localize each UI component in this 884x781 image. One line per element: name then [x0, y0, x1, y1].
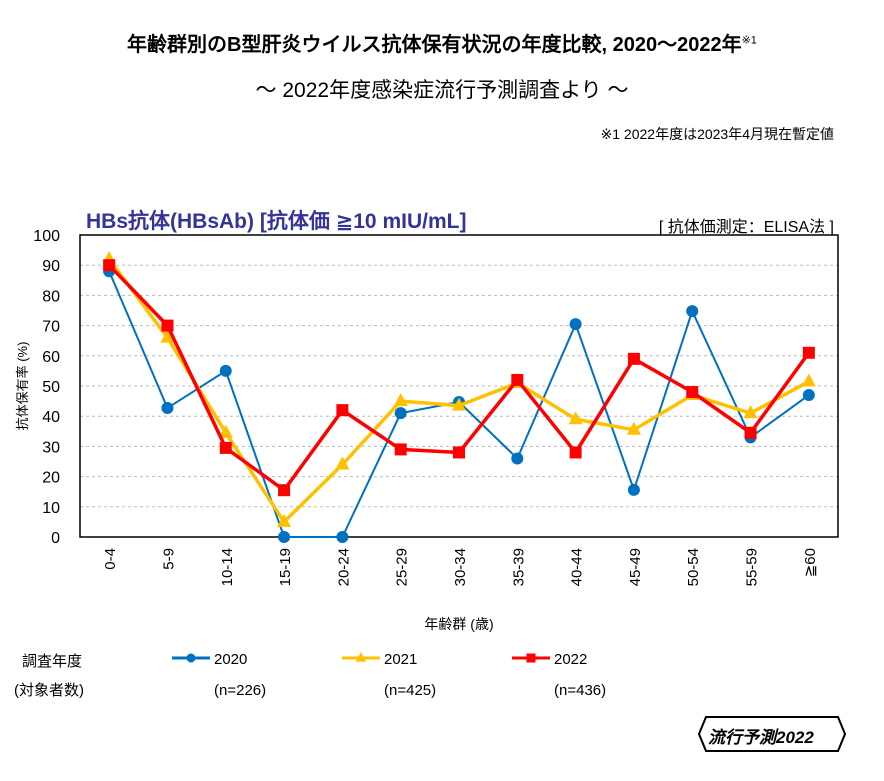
data-point-2021: [335, 456, 350, 470]
data-point-2022: [394, 443, 407, 456]
data-point-2021: [393, 393, 408, 407]
data-point-2022: [511, 373, 524, 386]
footnote-mark: ※1: [741, 34, 757, 47]
chart-title: 年齢群別のB型肝炎ウイルス抗体保有状況の年度比較, 2020〜2022年※1: [127, 34, 757, 56]
x-tick-label: 45-49: [627, 548, 644, 586]
data-point-2022: [627, 352, 640, 365]
y-axis-label: 抗体保有率 (%): [15, 342, 30, 431]
y-tick-label: 70: [42, 319, 60, 336]
legend-label: 2022: [554, 651, 587, 668]
series-2021: [102, 251, 816, 527]
y-tick-label: 10: [42, 500, 60, 517]
x-tick-label: 10-14: [219, 548, 236, 586]
data-point-2021: [218, 424, 233, 438]
data-point-2020: [686, 305, 699, 318]
y-tick-label: 90: [42, 258, 60, 275]
series-line-2021: [107, 258, 810, 525]
legend-marker: [186, 653, 196, 663]
legend-count: (n=226): [214, 682, 266, 699]
footnote: ※1 2022年度は2023年4月現在暫定値: [600, 126, 834, 142]
data-point-2021: [452, 397, 466, 411]
x-tick-label: 35-39: [510, 548, 527, 586]
data-point-2020: [627, 483, 640, 496]
legend-subheading: (対象者数): [14, 682, 84, 699]
x-tick-label: 25-29: [394, 548, 411, 586]
panel-title: HBs抗体(HBsAb) [抗体価 ≧10 mIU/mL]: [86, 210, 467, 233]
y-tick-label: 50: [42, 379, 60, 396]
data-point-2022: [336, 404, 349, 417]
data-point-2020: [511, 452, 524, 465]
x-tick-label: 50-54: [685, 548, 702, 586]
data-point-2022: [219, 441, 232, 454]
legend-label: 2020: [214, 651, 247, 668]
y-tick-label: 40: [42, 409, 60, 426]
data-point-2020: [161, 402, 174, 415]
data-point-2021: [568, 411, 583, 425]
series-2020: [103, 265, 815, 543]
data-point-2020: [219, 364, 232, 377]
y-tick-label: 60: [42, 349, 60, 366]
data-point-2020: [336, 531, 349, 543]
plot-area: [79, 234, 839, 538]
data-point-2022: [569, 446, 582, 459]
x-tick-label: 0-4: [102, 548, 119, 570]
data-point-2022: [161, 319, 174, 332]
y-tick-label: 80: [42, 288, 60, 305]
data-point-2020: [802, 389, 815, 402]
x-tick-label: 55-59: [744, 548, 761, 586]
x-tick-label: 20-24: [335, 548, 352, 586]
data-point-2021: [160, 329, 175, 343]
data-point-2021: [277, 513, 292, 527]
legend-marker: [526, 653, 536, 663]
data-point-2020: [394, 407, 407, 420]
data-point-2020: [569, 318, 582, 331]
x-tick-label: 30-34: [452, 548, 469, 586]
x-tick-label: 5-9: [160, 548, 177, 570]
data-point-2022: [453, 446, 465, 459]
legend-item-2022: 2022 (n=436): [512, 651, 606, 699]
data-point-2021: [626, 421, 641, 435]
y-tick-label: 0: [51, 530, 60, 547]
logo-text: 流行予測2022: [708, 728, 814, 747]
data-point-2022: [278, 484, 291, 497]
data-point-2020: [278, 531, 291, 543]
legend-item-2021: 2021 (n=425): [342, 651, 436, 699]
x-tick-label: 40-44: [569, 548, 586, 586]
legend-heading: 調査年度: [22, 653, 83, 670]
data-point-2021: [801, 373, 816, 387]
y-tick-label: 30: [42, 439, 60, 456]
y-tick-label: 100: [33, 228, 60, 245]
data-point-2022: [802, 346, 815, 359]
x-tick-label: ≧60: [802, 548, 819, 577]
legend-marker: [355, 652, 367, 662]
series-2022: [103, 259, 815, 497]
legend-count: (n=436): [554, 682, 606, 699]
logo-badge: [698, 716, 846, 752]
x-tick-label: 15-19: [277, 548, 294, 586]
legend-item-2020: 2020 (n=226): [172, 651, 266, 699]
data-point-2022: [103, 259, 116, 272]
x-axis-label: 年齢群 (歳): [424, 616, 493, 632]
legend-count: (n=425): [384, 682, 436, 699]
legend-label: 2021: [384, 651, 417, 668]
data-point-2022: [686, 386, 699, 399]
method-note: [ 抗体価測定：ELISA法 ]: [658, 219, 834, 236]
data-point-2022: [744, 426, 757, 439]
y-tick-label: 20: [42, 470, 60, 487]
data-point-2021: [743, 405, 758, 419]
chart-subtitle: 〜 2022年度感染症流行予測調査より 〜: [255, 79, 629, 102]
